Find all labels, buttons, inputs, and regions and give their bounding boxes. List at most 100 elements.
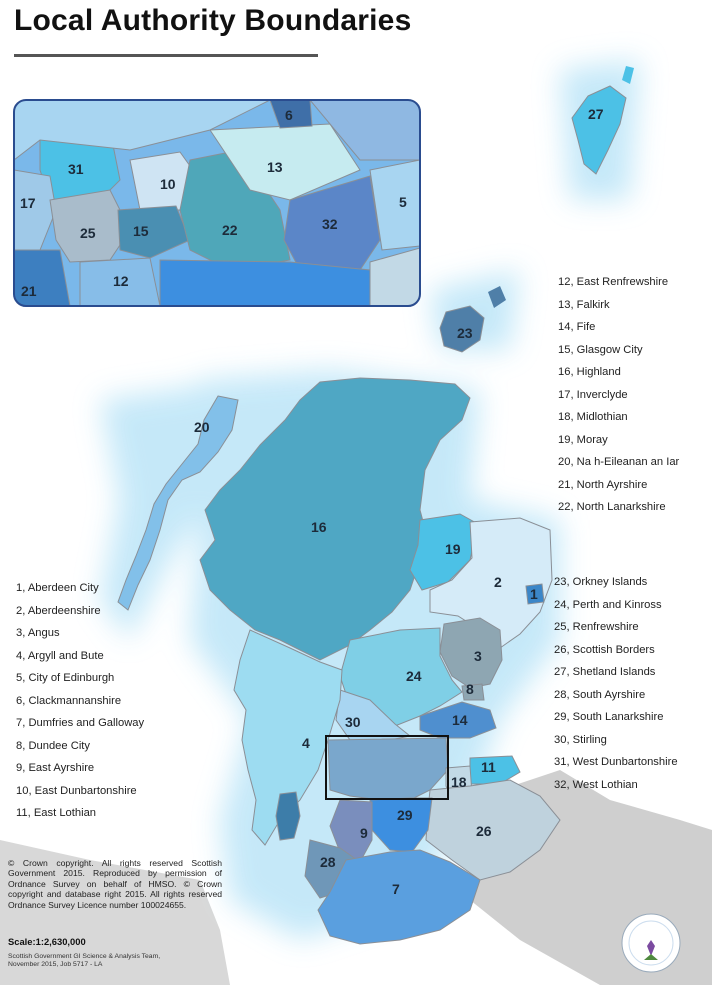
copyright-notice: © Crown copyright. All rights reserved S… <box>8 858 222 910</box>
inset-region-30-inset <box>14 100 271 162</box>
legend-item: 18, Midlothian <box>558 411 628 423</box>
inset-label: 13 <box>267 159 283 175</box>
legend-item: 30, Stirling <box>554 733 607 746</box>
geographic-information-logo-icon <box>621 913 681 973</box>
inset-label: 21 <box>21 283 37 299</box>
legend-item: 13, Falkirk <box>558 298 610 311</box>
legend-item: 10, East Dunbartonshire <box>16 784 137 797</box>
inset-region-29-inset <box>159 259 371 306</box>
inset-region-24-inset <box>308 100 420 161</box>
legend-item: 17, Inverclyde <box>558 388 628 401</box>
credit-text: Scottish Government GI Science & Analysi… <box>8 953 161 968</box>
legend-item: 12, East Renfrewshire <box>558 276 669 288</box>
legend-item: 9, East Ayrshire <box>16 762 95 774</box>
page-title: Local Authority Boundaries <box>14 4 412 37</box>
inset-label: 25 <box>80 225 96 241</box>
legend-item: 8, Dundee City <box>16 739 91 752</box>
legend-right-top: 12, East Renfrewshire 13, Falkirk 14, Fife… <box>558 271 682 519</box>
region-16 <box>199 377 471 661</box>
inset-region-15 <box>117 205 191 259</box>
region-27 <box>571 85 627 175</box>
title-underline <box>14 54 318 57</box>
inset-region-17 <box>14 169 57 251</box>
map-label: 16 <box>311 519 327 535</box>
inset-label: 15 <box>133 223 149 239</box>
legend-item: 3, Angus <box>16 627 60 639</box>
legend-item: 23, Orkney Islands <box>554 576 648 588</box>
map-label: 29 <box>397 807 413 823</box>
legend-item: 4, Argyll and Bute <box>16 649 104 662</box>
map-label: 9 <box>360 825 368 841</box>
map-label: 20 <box>194 419 210 435</box>
inset-label: 6 <box>285 107 293 123</box>
legend-item: 1, Aberdeen City <box>16 582 99 594</box>
legend-item: 19, Moray <box>558 433 608 446</box>
region-1 <box>525 583 545 605</box>
map-label: 3 <box>474 648 482 664</box>
legend-item: 31, West Dunbartonshire <box>554 756 678 768</box>
inset-region-5 <box>369 159 420 251</box>
legend-item: 25, Renfrewshire <box>554 621 639 633</box>
legend-item: 26, Scottish Borders <box>554 643 655 656</box>
map-label: 14 <box>452 712 468 728</box>
legend-item: 2, Aberdeenshire <box>16 604 101 617</box>
map-label: 7 <box>392 881 400 897</box>
inset-label: 32 <box>322 216 338 232</box>
inset-frame <box>13 99 421 307</box>
map-label: 24 <box>406 668 422 684</box>
legend-item: 21, North Ayrshire <box>558 478 648 491</box>
legend-item: 20, Na h-Eileanan an Iar <box>558 456 680 468</box>
region-23 <box>439 305 485 353</box>
legend-item: 16, Highland <box>558 366 621 378</box>
map-label: 26 <box>476 823 492 839</box>
map-label: 23 <box>457 325 473 341</box>
inset-label: 17 <box>20 195 36 211</box>
inset-label: 10 <box>160 176 176 192</box>
legend-item: 28, South Ayrshire <box>554 688 646 701</box>
map-label: 8 <box>466 681 474 697</box>
legend-item: 27, Shetland Islands <box>554 666 656 678</box>
legend-item: 24, Perth and Kinross <box>554 598 662 611</box>
inset-region-6 <box>269 100 313 129</box>
inset-label: 12 <box>113 273 129 289</box>
inset-extent-box <box>325 735 449 800</box>
legend-right-bottom: 23, Orkney Islands 24, Perth and Kinross 2… <box>554 571 680 796</box>
map-label: 4 <box>302 735 310 751</box>
legend-item: 5, City of Edinburgh <box>16 672 115 684</box>
legend-item: 6, Clackmannanshire <box>16 694 122 707</box>
legend-item: 29, South Lanarkshire <box>554 711 664 723</box>
northern-ireland-land <box>0 840 230 985</box>
region-4-island <box>275 791 301 841</box>
region-7 <box>317 849 481 945</box>
region-20 <box>117 395 239 611</box>
legend-item: 22, North Lanarkshire <box>558 501 666 513</box>
inset-label: 31 <box>68 161 84 177</box>
region-14 <box>419 701 497 739</box>
legend-item: 14, Fife <box>558 321 596 333</box>
inset-map: 5 6 10 12 13 15 17 21 22 25 31 32 <box>14 100 420 306</box>
region-27-island <box>622 66 634 84</box>
inset-label: 22 <box>222 222 238 238</box>
inset-label: 5 <box>399 194 407 210</box>
region-8 <box>461 683 485 701</box>
region-23-island <box>488 286 506 308</box>
map-label: 30 <box>345 714 361 730</box>
map-label: 19 <box>445 541 461 557</box>
scale-text: Scale:1:2,630,000 <box>8 936 86 947</box>
region-3 <box>439 617 503 689</box>
map-label: 1 <box>530 586 538 602</box>
map-label: 27 <box>588 106 604 122</box>
legend-item: 15, Glasgow City <box>558 343 643 356</box>
region-26 <box>425 779 561 881</box>
inset-region-12 <box>79 257 161 306</box>
map-label: 11 <box>481 759 496 775</box>
map-label: 2 <box>494 574 502 590</box>
legend-item: 32, West Lothian <box>554 778 638 791</box>
legend-item: 7, Dumfries and Galloway <box>16 717 145 729</box>
legend-item: 11, East Lothian <box>16 807 97 819</box>
map-label: 28 <box>320 854 336 870</box>
inset-region-21 <box>14 249 71 306</box>
region-4 <box>233 629 343 846</box>
map-label: 18 <box>451 774 467 790</box>
